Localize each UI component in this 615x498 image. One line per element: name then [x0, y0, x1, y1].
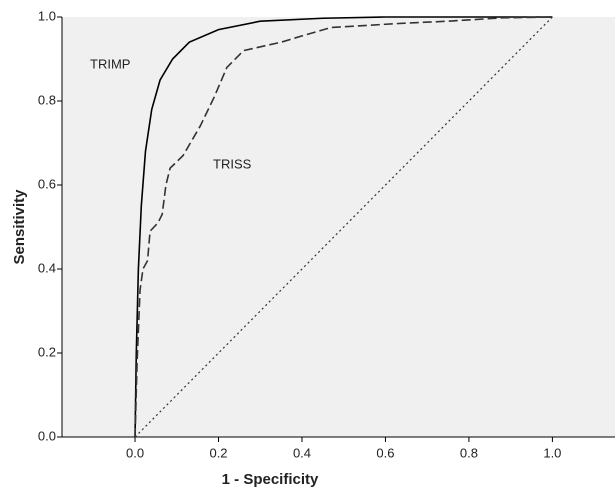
y-axis-label: Sensitivity	[11, 189, 28, 265]
roc-curve	[134, 16, 553, 438]
roc-curve	[134, 16, 553, 438]
x-tick-label: 1.0	[543, 445, 561, 460]
y-tick-label: 0.4	[38, 260, 56, 275]
y-tick-label: 1.0	[38, 8, 56, 23]
x-tick-label: 0.6	[376, 445, 394, 460]
roc-curve	[134, 16, 553, 438]
y-tick-label: 0.8	[38, 92, 56, 107]
x-tick-label: 0.0	[126, 445, 144, 460]
y-tick-label: 0.2	[38, 344, 56, 359]
y-tick-label: 0.6	[38, 176, 56, 191]
x-tick-label: 0.4	[293, 445, 311, 460]
y-tick-label: 0.0	[38, 428, 56, 443]
x-axis-label: 1 - Specificity	[222, 471, 319, 488]
plot-area	[62, 17, 615, 437]
x-tick-label: 0.2	[209, 445, 227, 460]
x-tick-label: 0.8	[460, 445, 478, 460]
series-label: TRISS	[213, 156, 252, 171]
series-label: TRIMP	[90, 56, 130, 71]
